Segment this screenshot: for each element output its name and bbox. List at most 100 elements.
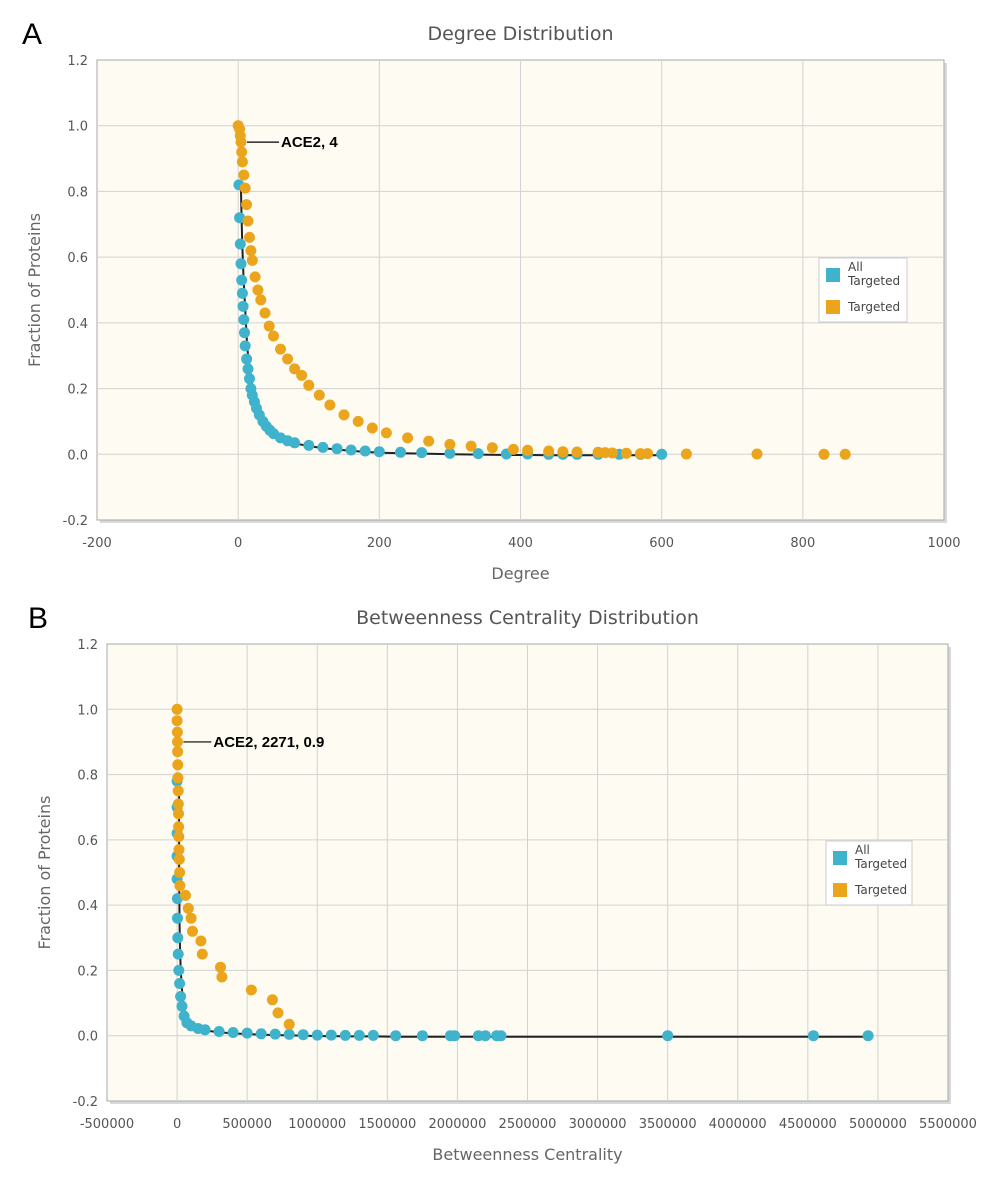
data-point: [296, 369, 308, 381]
data-point: [352, 415, 364, 427]
data-point: [216, 971, 228, 983]
data-point: [174, 978, 186, 989]
data-point: [289, 363, 301, 375]
x-tick-label: 2000000: [428, 1117, 486, 1132]
data-point: [807, 1030, 819, 1042]
data-point: [449, 1030, 461, 1042]
data-point: [252, 284, 264, 296]
data-point: [174, 880, 186, 892]
data-point: [236, 156, 248, 168]
data-point: [255, 1028, 267, 1040]
panel-letter: B: [28, 602, 48, 635]
data-point: [656, 448, 668, 460]
legend-swatch-all-targeted: [833, 851, 847, 865]
x-tick-label: 800: [790, 536, 815, 551]
y-tick-label: -0.2: [73, 1095, 98, 1110]
x-tick-label: 400: [508, 536, 533, 551]
x-tick-label: 600: [649, 536, 674, 551]
legend-label-all-targeted: All: [848, 260, 863, 274]
data-point: [244, 373, 255, 385]
data-point: [543, 445, 555, 457]
y-tick-label: 0.6: [77, 834, 98, 849]
data-point: [495, 1030, 507, 1042]
data-point: [557, 446, 569, 458]
data-point: [182, 902, 194, 914]
data-point: [380, 427, 392, 439]
data-point: [215, 961, 226, 973]
data-point: [444, 447, 456, 459]
data-point: [338, 409, 350, 421]
data-point: [571, 446, 583, 458]
data-point: [237, 300, 249, 312]
data-point: [680, 448, 692, 460]
data-point: [263, 320, 275, 332]
data-point: [172, 759, 184, 771]
y-tick-label: 0.0: [77, 1030, 98, 1045]
data-point: [196, 948, 208, 960]
y-tick-label: 0.2: [67, 383, 88, 398]
data-point: [390, 1030, 402, 1042]
data-point: [173, 808, 184, 820]
data-point: [176, 1000, 188, 1012]
data-point: [235, 258, 247, 270]
data-point: [171, 715, 183, 727]
data-point: [359, 445, 371, 457]
data-point: [313, 389, 325, 401]
data-point: [173, 844, 185, 856]
data-point: [465, 440, 477, 452]
data-point: [268, 330, 279, 342]
data-point: [662, 1030, 674, 1042]
data-point: [620, 447, 632, 459]
x-tick-label: -200: [82, 536, 112, 551]
data-point: [172, 772, 184, 784]
y-tick-label: 1.2: [67, 54, 88, 69]
data-point: [416, 447, 428, 459]
data-point: [246, 254, 258, 266]
data-point: [173, 964, 185, 976]
y-tick-label: -0.2: [63, 514, 88, 529]
data-point: [244, 231, 255, 243]
data-point: [245, 245, 257, 257]
data-point: [353, 1029, 365, 1041]
x-tick-label: 3500000: [639, 1117, 697, 1132]
data-point: [479, 1030, 491, 1042]
data-point: [172, 912, 183, 924]
panel-letter: A: [22, 18, 42, 51]
data-point: [272, 1007, 284, 1019]
y-tick-label: 1.0: [67, 120, 88, 135]
data-point: [283, 1028, 295, 1040]
legend-label-all-targeted: All: [855, 843, 870, 857]
data-point: [241, 1027, 253, 1039]
data-point: [324, 399, 336, 411]
data-point: [507, 443, 519, 455]
x-tick-label: 1500000: [358, 1117, 416, 1132]
data-point: [839, 448, 851, 460]
data-point: [402, 432, 414, 444]
x-tick-label: -500000: [80, 1117, 134, 1132]
data-point: [234, 238, 246, 250]
x-axis-title: Degree: [491, 564, 549, 583]
data-point: [275, 343, 286, 355]
data-point: [236, 287, 248, 299]
data-point: [642, 448, 654, 460]
y-tick-label: 0.0: [67, 448, 88, 463]
data-point: [241, 199, 253, 211]
data-point: [172, 798, 184, 810]
data-point: [282, 353, 294, 365]
x-tick-label: 200: [367, 536, 392, 551]
y-tick-label: 0.6: [67, 251, 88, 266]
legend-label-all-targeted: Targeted: [854, 857, 907, 871]
data-point: [311, 1029, 323, 1041]
annotation-label: ACE2, 4: [281, 134, 338, 151]
y-axis-title: Fraction of Proteins: [35, 796, 54, 950]
data-point: [172, 736, 183, 748]
data-point: [317, 441, 329, 453]
data-point: [171, 726, 183, 738]
data-point: [423, 435, 435, 447]
data-point: [238, 314, 250, 326]
chart-panel-2: B Betweenness Centrality Distribution -500…: [28, 602, 977, 1164]
data-point: [303, 439, 315, 451]
y-tick-label: 1.0: [77, 703, 98, 718]
